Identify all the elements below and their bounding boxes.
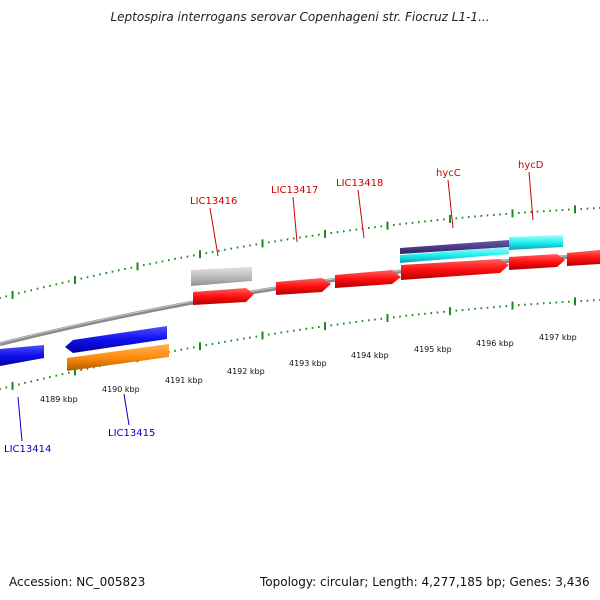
pointer-lic13414 bbox=[17, 396, 23, 442]
accession-label: Accession: NC_005823 bbox=[9, 575, 146, 589]
kbp-label: 4192 kbp bbox=[227, 367, 265, 376]
pointer-lic13417 bbox=[292, 196, 298, 243]
pointer-hycd bbox=[528, 171, 534, 221]
label-lic13417[interactable]: LIC13417 bbox=[271, 185, 318, 196]
gene-lic13414[interactable] bbox=[0, 345, 44, 366]
gene-lic13418[interactable] bbox=[335, 270, 401, 288]
gene-next-forward[interactable] bbox=[567, 250, 600, 266]
gene-hycd[interactable] bbox=[509, 254, 565, 270]
kbp-label: 4191 kbp bbox=[165, 376, 203, 385]
outer-tick-row bbox=[0, 205, 600, 299]
pointer-hycc bbox=[447, 179, 454, 229]
gene-hycc[interactable] bbox=[401, 259, 509, 280]
gene-hycc-purple[interactable] bbox=[400, 240, 509, 254]
gene-hycc-cyan[interactable] bbox=[400, 247, 509, 263]
kbp-label: 4194 kbp bbox=[351, 351, 389, 360]
kbp-label: 4197 kbp bbox=[539, 333, 577, 342]
gene-lic13416-pseudo[interactable] bbox=[191, 267, 252, 286]
kbp-labels: 4189 kbp 4190 kbp 4191 kbp 4192 kbp 4193… bbox=[40, 333, 577, 404]
label-hycd[interactable]: hycD bbox=[518, 160, 544, 171]
gene-lic13415-orange[interactable] bbox=[67, 344, 169, 371]
gene-lic13415[interactable] bbox=[65, 326, 167, 353]
forward-genes bbox=[191, 235, 600, 305]
gene-lic13417[interactable] bbox=[276, 278, 331, 295]
pointer-lic13418 bbox=[357, 189, 365, 239]
label-lic13414[interactable]: LIC13414 bbox=[4, 444, 51, 455]
genome-summary: Topology: circular; Length: 4,277,185 bp… bbox=[260, 575, 590, 589]
kbp-label: 4190 kbp bbox=[102, 385, 140, 394]
label-lic13415[interactable]: LIC13415 bbox=[108, 428, 155, 439]
gene-hycd-cyan[interactable] bbox=[509, 235, 563, 250]
kbp-label: 4196 kbp bbox=[476, 339, 514, 348]
label-lic13418[interactable]: LIC13418 bbox=[336, 178, 383, 189]
kbp-label: 4195 kbp bbox=[414, 345, 452, 354]
reverse-genes bbox=[0, 326, 169, 371]
label-hycc[interactable]: hycC bbox=[436, 168, 461, 179]
kbp-label: 4189 kbp bbox=[40, 395, 78, 404]
map-title: Leptospira interrogans serovar Copenhage… bbox=[110, 10, 490, 24]
pointer-lic13415 bbox=[123, 393, 130, 426]
label-pointers bbox=[17, 171, 534, 442]
kbp-label: 4193 kbp bbox=[289, 359, 327, 368]
gene-lic13416[interactable] bbox=[193, 288, 254, 305]
label-lic13416[interactable]: LIC13416 bbox=[190, 196, 237, 207]
pointer-lic13416 bbox=[209, 207, 219, 257]
gene-labels: LIC13416 LIC13417 LIC13418 hycC hycD LIC… bbox=[4, 160, 544, 455]
